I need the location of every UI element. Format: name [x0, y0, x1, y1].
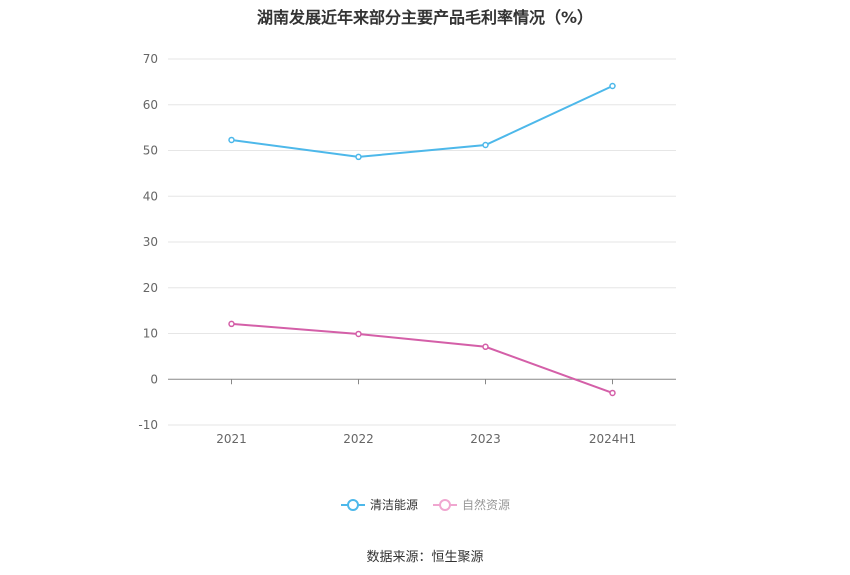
x-tick-label: 2022 [343, 432, 374, 446]
y-tick-label: 70 [143, 52, 158, 66]
x-tick-label: 2024H1 [589, 432, 636, 446]
y-tick-label: 30 [143, 235, 158, 249]
legend: 清洁能源 自然资源 [0, 496, 850, 513]
legend-label-natural-resources: 自然资源 [462, 498, 511, 512]
series-line-0 [231, 85, 613, 158]
y-tick-label: 50 [143, 144, 158, 158]
y-tick-label: 60 [143, 98, 158, 112]
gridlines [168, 58, 676, 426]
data-point [609, 389, 616, 397]
legend-marker-natural-resources-icon [433, 498, 457, 511]
y-tick-label: 10 [143, 327, 158, 341]
data-point [355, 153, 362, 161]
series-lines [228, 82, 616, 397]
data-point [228, 320, 235, 328]
legend-item-clean-energy[interactable]: 清洁能源 [340, 496, 418, 513]
data-point [609, 82, 616, 90]
series-line-1 [231, 322, 613, 394]
y-tick-label: 0 [150, 372, 158, 386]
data-source-note: 数据来源：恒生聚源 [366, 550, 484, 565]
data-point [355, 330, 362, 338]
legend-label-clean-energy: 清洁能源 [369, 498, 418, 512]
data-point [482, 343, 489, 351]
x-tick-label: 2023 [470, 432, 501, 446]
y-tick-label: 40 [143, 189, 158, 203]
x-tick-label: 2021 [216, 432, 247, 446]
chart-title: 湖南发展近年来部分主要产品毛利率情况（%） [256, 8, 594, 27]
y-tick-label: 20 [143, 281, 158, 295]
data-point [228, 136, 235, 144]
y-tick-label: -10 [138, 418, 158, 432]
data-point [482, 141, 489, 149]
axes: -10 0 10 20 30 40 50 60 70 2021 2022 2023 2024H1 [138, 52, 676, 446]
legend-marker-clean-energy-icon [340, 498, 365, 511]
legend-item-natural-resources[interactable]: 自然资源 [432, 496, 510, 513]
